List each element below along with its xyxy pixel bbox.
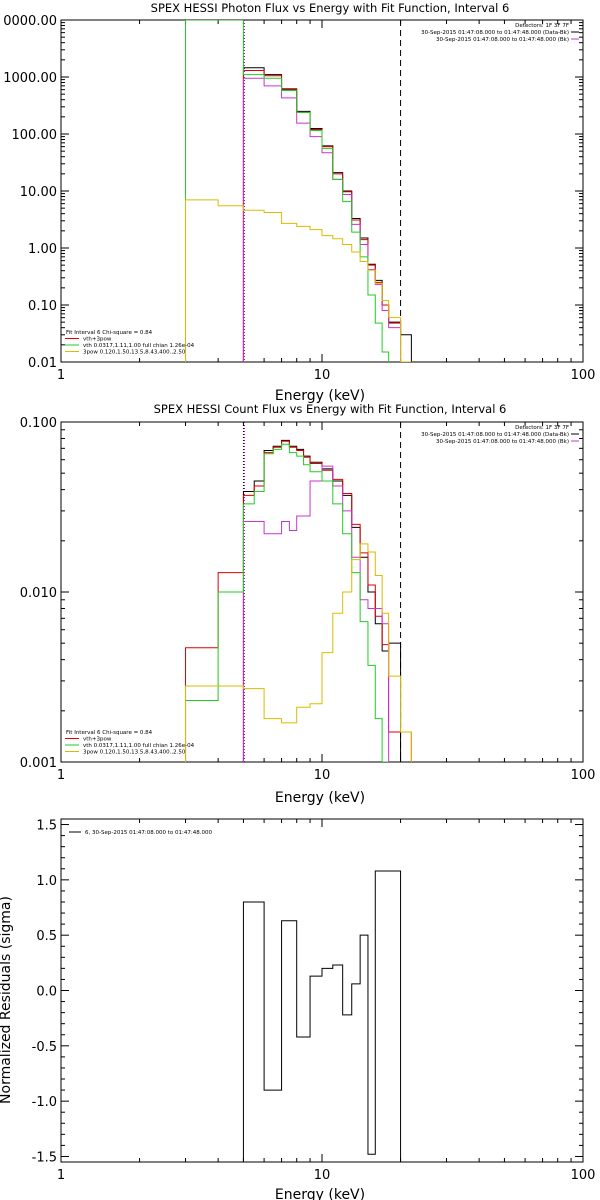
count-x-tick-label: 1 [57,768,65,783]
photon-flux-title: SPEX HESSI Photon Flux vs Energy with Fi… [151,1,510,15]
photon-x-tick-label: 100 [571,368,596,383]
photon-flux-xlabel: Energy (keV) [275,388,365,404]
residuals-plot: 1 10 100 -1.5 -1.0 -0.5 0.0 0.5 1.0 1.5 6, 30-Sep-… [32,818,596,1183]
count-y-tick-label: 0.100 [20,416,57,431]
residual-y-tick-label: -1.0 [32,1095,57,1110]
photon-flux-plot: 1 10 100 0.01 0.10 1.00 10.00 100.00 1000.00 0000… [3,14,595,383]
photon-legend-entry: vth+3pow [83,337,112,343]
photon-series-0 [242,67,412,362]
photon-series-2 [242,77,402,362]
count-y-tick-label: 0.001 [20,756,57,771]
count-header-line: 30-Sep-2015 01:47:08.000 to 01:47:48.000… [421,432,569,438]
photon-series-3 [185,20,390,362]
count-series-3 [185,443,389,762]
residual-y-tick-label: -1.5 [32,1150,57,1165]
residual-x-tick-label: 10 [314,1168,331,1183]
photon-y-tick-label: 10.00 [20,185,57,200]
photon-y-tick-label: 0.10 [28,299,57,314]
residual-y-tick-label: 0.5 [36,929,57,944]
residual-y-tick-label: 1.0 [36,874,57,889]
count-x-tick-label: 10 [314,768,331,783]
residuals-panel: 1 10 100 -1.5 -1.0 -0.5 0.0 0.5 1.0 1.5 6, 30-Sep-… [0,818,596,1200]
count-series-1 [185,440,412,762]
count-legend-entry: 3pow 0.120,1.50,13.5,8.43,400.,2.50 [83,750,186,756]
photon-y-tick-label: 100.00 [12,128,58,143]
residuals-ylabel: Normalized Residuals (sigma) [0,896,14,1104]
residual-series-0 [242,870,402,1162]
count-header-line: 30-Sep-2015 01:47:08.000 to 01:47:48.000… [436,439,569,445]
photon-legend-entry: Fit Interval 6 Chi-square = 0.84 [66,330,153,336]
photon-series-4 [185,199,412,362]
photon-x-tick-label: 1 [57,368,65,383]
photon-series-1 [242,70,402,362]
photon-series-group [185,20,412,362]
photon-y-tick-label: 0000.00 [3,14,57,29]
photon-header-line: Detectors: 1F 3F 7F [515,23,569,29]
count-series-2 [242,465,390,762]
count-series-0 [242,439,402,762]
residual-frame [60,818,584,1163]
residual-legend-entry: 6, 30-Sep-2015 01:47:08.000 to 01:47:48.… [85,830,212,836]
residual-x-tick-label: 1 [57,1168,65,1183]
count-flux-panel: SPEX HESSI Count Flux vs Energy with Fit… [20,402,596,806]
photon-x-tick-label: 10 [314,368,331,383]
residual-series-group [242,870,402,1162]
count-series-group [185,422,412,762]
photon-legend-entry: vth 0.0317,1.11,1.00 full chian 1.26e-04 [83,343,195,349]
photon-y-tick-label: 1.00 [28,242,57,257]
count-flux-xlabel: Energy (keV) [275,790,365,806]
count-legend-entry: Fit Interval 6 Chi-square = 0.84 [66,730,153,736]
residual-x-tick-label: 100 [571,1168,596,1183]
residual-y-tick-label: 1.5 [36,819,57,834]
photon-frame [60,19,584,363]
count-header-line: Detectors: 1F 3F 7F [515,425,569,431]
count-legend-entry: vth+3pow [83,737,112,743]
photon-y-tick-label: 1000.00 [3,71,57,86]
residual-y-tick-label: 0.0 [36,985,57,1000]
count-flux-title: SPEX HESSI Count Flux vs Energy with Fit… [154,402,507,416]
count-y-tick-label: 0.010 [20,586,57,601]
photon-legend-entry: 3pow 0.120,1.50,13.5,8.43,400.,2.50 [83,350,186,356]
count-legend-entry: vth 0.0317,1.11,1.00 full chian 1.26e-04 [83,743,195,749]
count-flux-plot: 1 10 100 0.001 0.010 0.100 Detectors: 1F 3F 7F… [20,416,596,783]
photon-y-tick-label: 0.01 [28,356,57,371]
photon-header-line: 30-Sep-2015 01:47:08.000 to 01:47:48.000… [421,30,569,36]
photon-flux-panel: SPEX HESSI Photon Flux vs Energy with Fi… [3,1,595,404]
count-series-4 [185,543,412,762]
photon-header-line: 30-Sep-2015 01:47:08.000 to 01:47:48.000… [436,37,569,43]
residual-y-tick-label: -0.5 [32,1040,57,1055]
residuals-xlabel: Energy (keV) [275,1187,365,1200]
count-x-tick-label: 100 [571,768,596,783]
